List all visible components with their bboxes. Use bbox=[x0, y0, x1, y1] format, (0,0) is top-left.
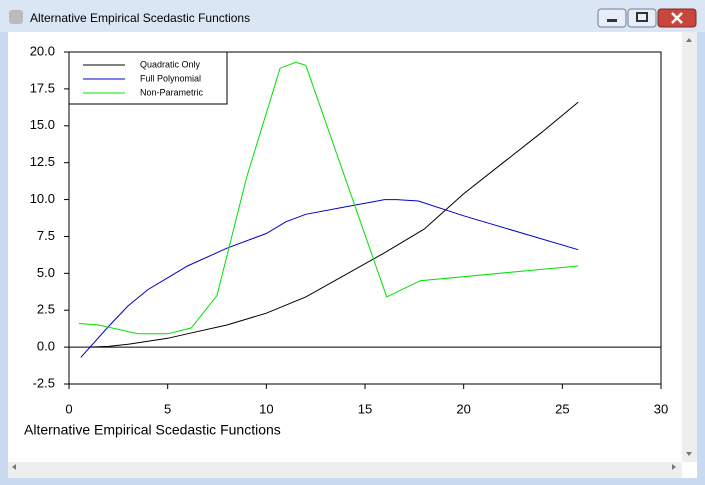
x-tick-label: 20 bbox=[456, 401, 470, 416]
y-tick-label: 12.5 bbox=[30, 154, 55, 169]
series-line bbox=[78, 61, 579, 335]
close-icon bbox=[671, 12, 683, 24]
minimize-button[interactable] bbox=[597, 8, 627, 28]
minimize-icon bbox=[607, 19, 617, 22]
y-tick-label: 5.0 bbox=[37, 265, 55, 280]
maximize-icon bbox=[636, 12, 648, 22]
y-tick-label: -2.5 bbox=[33, 375, 55, 390]
legend-label: Quadratic Only bbox=[140, 59, 201, 69]
app-icon bbox=[9, 10, 23, 24]
legend-label: Full Polynomial bbox=[140, 73, 201, 83]
x-tick-label: 5 bbox=[164, 401, 171, 416]
series-line bbox=[80, 199, 579, 358]
y-tick-label: 15.0 bbox=[30, 117, 55, 132]
maximize-button[interactable] bbox=[627, 8, 657, 28]
x-tick-label: 0 bbox=[65, 401, 72, 416]
client-area bbox=[8, 32, 697, 478]
y-tick-label: 20.0 bbox=[30, 43, 55, 58]
plot: -2.5 0.0 2.5 5.0 7.5 10.0 12.5 15.0 17.5 20.0 0 5 10… bbox=[24, 43, 668, 437]
title-bar bbox=[0, 0, 705, 32]
legend-label: Non-Parametric bbox=[140, 87, 204, 97]
x-tick-label: 30 bbox=[654, 401, 668, 416]
y-tick-label: 7.5 bbox=[37, 228, 55, 243]
x-tick-label: 25 bbox=[555, 401, 569, 416]
vertical-scrollbar[interactable] bbox=[682, 32, 697, 462]
y-tick-label: 2.5 bbox=[37, 302, 55, 317]
y-tick-label: 10.0 bbox=[30, 191, 55, 206]
x-tick-label: 15 bbox=[358, 401, 372, 416]
x-tick-label: 10 bbox=[259, 401, 273, 416]
y-tick-label: 0.0 bbox=[37, 339, 55, 354]
legend-box bbox=[68, 51, 228, 105]
window-title: Alternative Empirical Scedastic Function… bbox=[30, 11, 250, 25]
series-line bbox=[88, 101, 579, 348]
x-axis-label: Alternative Empirical Scedastic Function… bbox=[24, 422, 281, 438]
y-tick-label: 17.5 bbox=[30, 80, 55, 95]
horizontal-scrollbar[interactable] bbox=[8, 462, 682, 478]
